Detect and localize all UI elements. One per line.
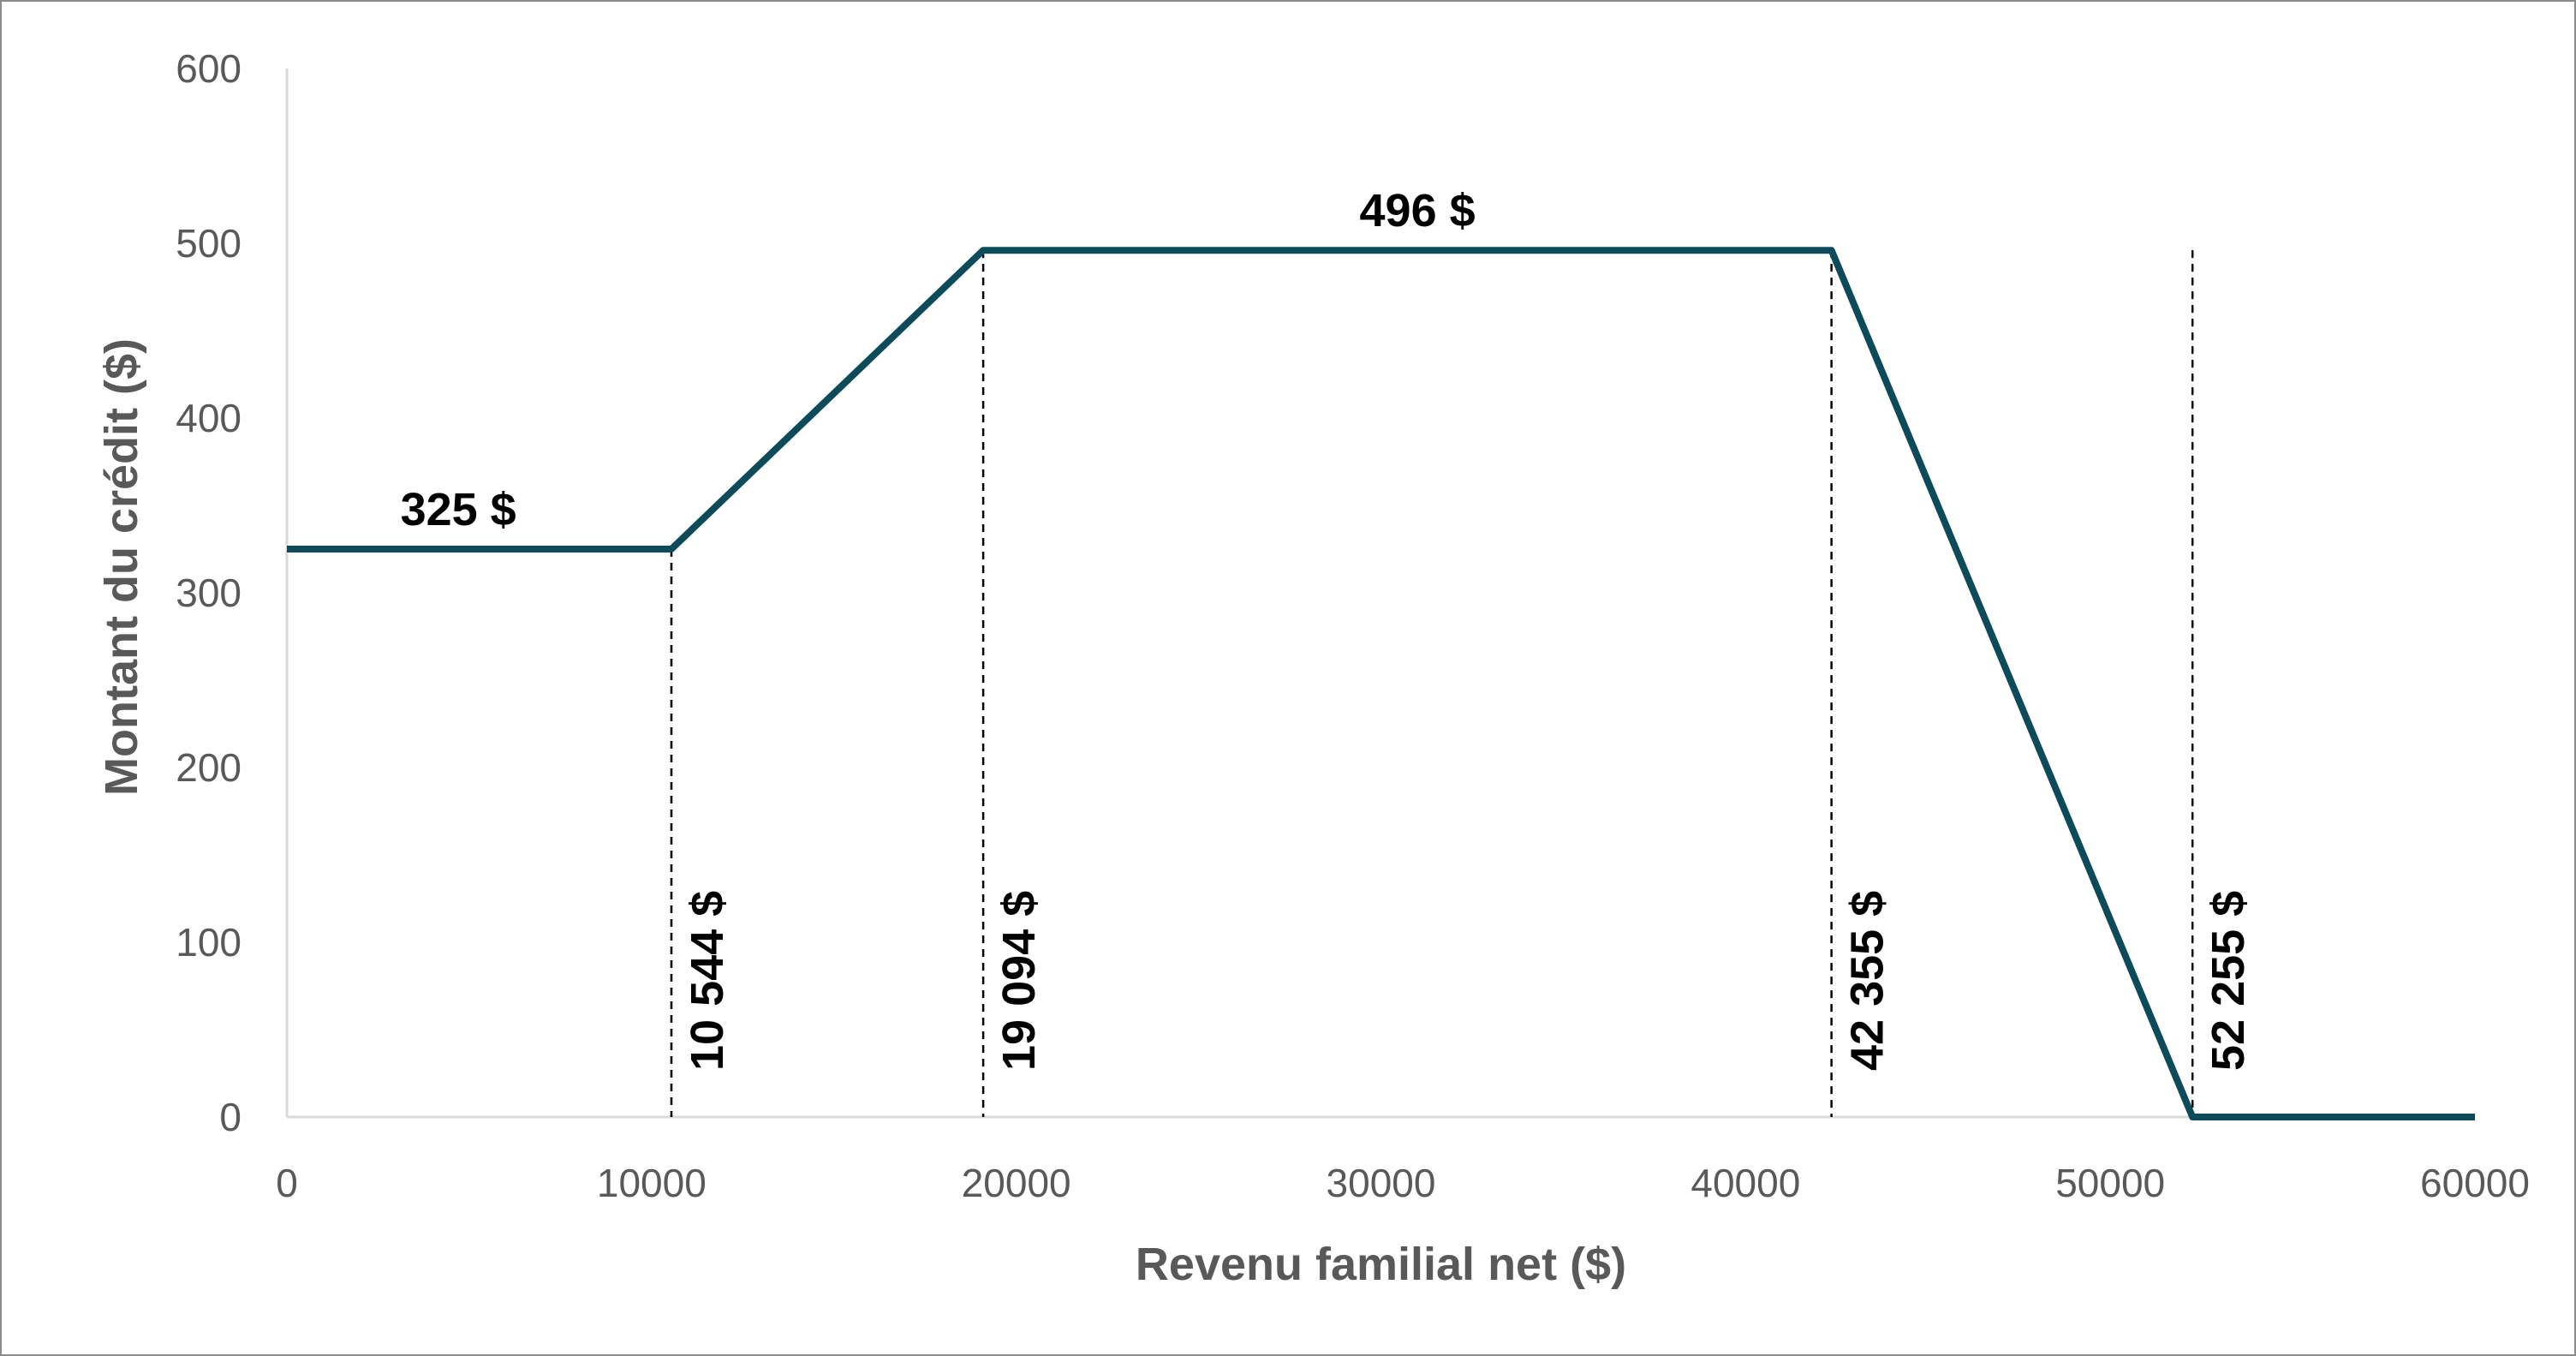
y-tick-label: 600 bbox=[176, 46, 242, 91]
reference-line-label: 10 544 $ bbox=[682, 891, 733, 1071]
y-tick-label: 100 bbox=[176, 920, 242, 965]
x-tick-label: 40000 bbox=[1690, 1161, 1800, 1205]
reference-lines bbox=[670, 250, 2194, 1117]
x-tick-label: 60000 bbox=[2420, 1161, 2530, 1205]
reference-line-label: 42 355 $ bbox=[1842, 891, 1893, 1071]
labels: 10 544 $ 19 094 $ 42 355 $ 52 255 $ 325 $ 496… bbox=[401, 185, 2255, 1071]
reference-line-label: 19 094 $ bbox=[993, 891, 1045, 1071]
y-axis-title: Montant du crédit ($) bbox=[96, 338, 147, 796]
x-tick-label: 0 bbox=[276, 1161, 298, 1205]
value-annotation: 496 $ bbox=[1360, 185, 1476, 236]
y-tick-label: 500 bbox=[176, 221, 242, 266]
y-tick-label: 400 bbox=[176, 396, 242, 440]
x-tick-label: 20000 bbox=[962, 1161, 1071, 1205]
y-tick-label: 300 bbox=[176, 570, 242, 615]
value-annotation: 325 $ bbox=[401, 484, 516, 535]
y-tick-label: 200 bbox=[176, 745, 242, 790]
reference-line-label: 52 255 $ bbox=[2203, 891, 2254, 1071]
x-axis-title: Revenu familial net ($) bbox=[1136, 1239, 1626, 1290]
x-tick-label: 50000 bbox=[2055, 1161, 2165, 1205]
series-line bbox=[287, 247, 2475, 1120]
x-tick-label: 30000 bbox=[1327, 1161, 1436, 1205]
series-layer bbox=[287, 247, 2475, 1120]
x-tick-label: 10000 bbox=[597, 1161, 707, 1205]
y-tick-label: 0 bbox=[219, 1095, 242, 1139]
axes: 0 100 200 300 400 500 600 0 10000 20000 30000 40000… bbox=[96, 46, 2530, 1290]
